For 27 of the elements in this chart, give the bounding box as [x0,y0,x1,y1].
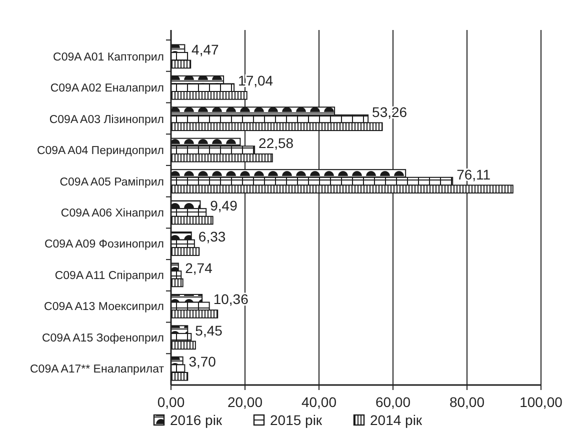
data-label: 6,33 [198,228,226,245]
y-tick-label: C09A A13 Моексиприл [44,301,164,314]
data-label: 5,45 [195,322,223,338]
y-tick-label: C09A A02 Еналаприл [50,82,164,95]
legend-label: 2014 рік [370,412,423,428]
y-tick-label: C09A A06 Хінаприл [60,208,164,220]
y-tick-label: C09A A01 Каптоприл [53,51,164,64]
x-tick-label: 80,00 [449,394,485,410]
data-label: 2,74 [185,260,213,276]
x-tick-label: 60,00 [375,394,411,410]
legend-label: 2015 рік [270,412,323,428]
x-tick-label: 0,00 [157,394,185,410]
y-tick-label: C09A A09 Фозиноприл [44,238,164,251]
legend-label: 2016 рік [170,412,223,428]
data-label: 9,49 [210,198,238,214]
y-tick-label: C09A A11 Спіраприл [54,270,164,282]
data-label: 3,70 [188,354,216,370]
y-tick-label: C09A A03 Лізиноприл [49,114,164,126]
data-label: 22,58 [258,135,294,152]
x-tick-label: 40,00 [301,394,337,410]
y-tick-label: C09A A04 Периндоприл [36,145,164,158]
x-tick-label: 100,00 [520,394,563,410]
x-tick-label: 20,00 [227,394,263,410]
y-tick-label: C09A A05 Раміприл [60,176,164,188]
y-tick-label: C09A A17** Еналаприлат [30,364,165,376]
data-label: 4,47 [192,41,219,58]
y-tick-label: C09A A15 Зофеноприл [42,332,164,344]
